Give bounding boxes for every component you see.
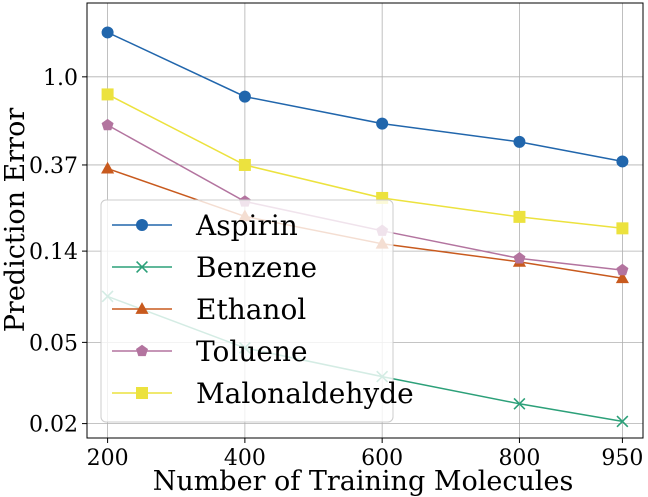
legend-label-malonaldehyde: Malonaldehyde	[196, 377, 414, 410]
x-tick-label: 600	[361, 446, 403, 471]
data-point-aspirin	[513, 135, 526, 148]
legend-label-aspirin: Aspirin	[195, 209, 298, 242]
data-point-aspirin	[376, 117, 389, 130]
data-point-aspirin	[238, 90, 251, 103]
legend-marker-ethanol	[135, 302, 149, 314]
y-axis-ticks: 0.02 0.05 0.14 0.37 1.0	[29, 66, 87, 438]
data-point-aspirin	[101, 26, 114, 39]
y-tick-label: 0.37	[29, 154, 78, 179]
data-point-aspirin	[616, 155, 629, 168]
x-tick-label: 950	[601, 446, 643, 471]
legend-marker-benzene	[136, 261, 148, 273]
legend: Aspirin Benzene Ethanol Toluene Malonaldehyd…	[100, 199, 414, 423]
x-axis-ticks: 200 400 600 800 950	[87, 438, 643, 471]
data-point-toluene	[101, 118, 114, 131]
data-point-malonaldehyde	[238, 158, 251, 171]
y-tick-label: 0.05	[29, 331, 78, 356]
y-tick-label: 0.14	[29, 240, 78, 265]
x-tick-label: 200	[87, 446, 129, 471]
y-tick-label: 0.02	[29, 413, 78, 438]
legend-label-toluene: Toluene	[196, 335, 308, 368]
legend-marker-aspirin	[136, 219, 148, 231]
data-point-toluene	[616, 263, 629, 276]
data-point-malonaldehyde	[101, 88, 114, 101]
plot-frame	[86, 2, 644, 439]
x-axis-title: Number of Training Molecules	[153, 466, 574, 497]
y-axis-title: Prediction Error	[0, 108, 31, 333]
legend-label-benzene: Benzene	[196, 251, 317, 284]
x-tick-label: 400	[224, 446, 266, 471]
data-point-ethanol	[101, 161, 115, 174]
data-point-toluene	[513, 252, 526, 264]
data-point-ethanol	[615, 271, 629, 284]
legend-label-ethanol: Ethanol	[196, 293, 306, 326]
legend-box	[100, 199, 394, 423]
data-point-malonaldehyde	[616, 222, 629, 235]
data-point-benzene	[616, 415, 629, 428]
x-tick-label: 800	[498, 446, 540, 471]
legend-marker-malonaldehyde	[136, 387, 148, 399]
data-point-benzene	[513, 397, 526, 410]
legend-marker-toluene	[136, 344, 148, 357]
data-point-malonaldehyde	[513, 210, 526, 223]
y-tick-label: 1.0	[43, 66, 78, 91]
